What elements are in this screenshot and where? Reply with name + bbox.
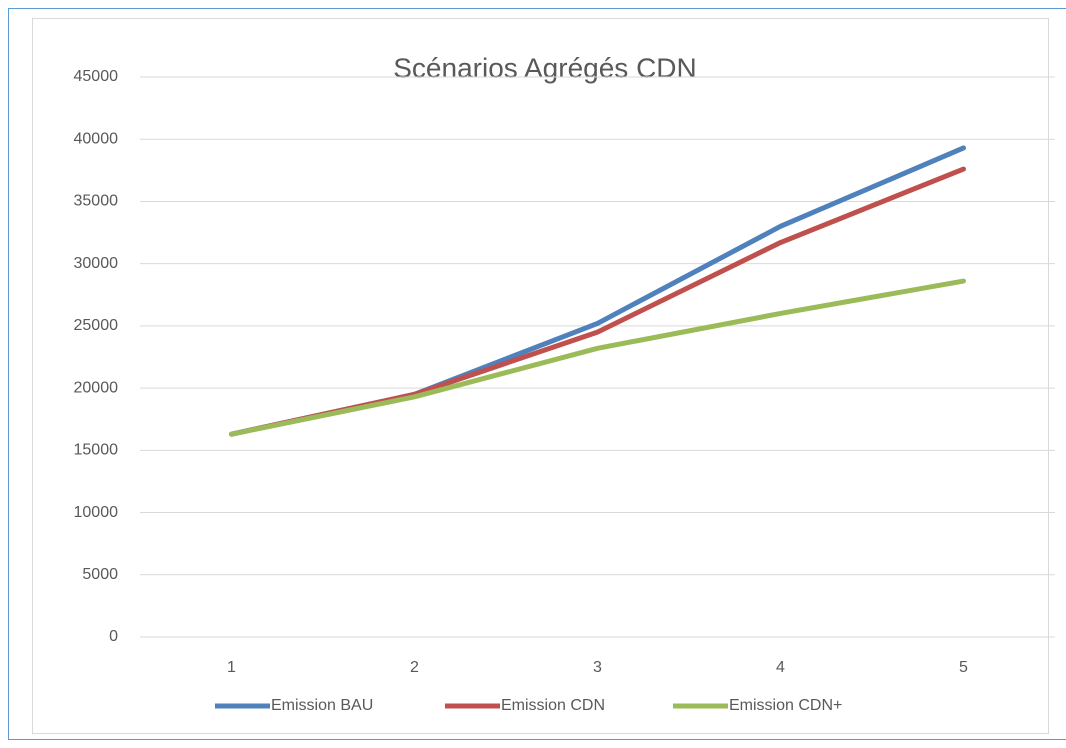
- chart-frame: [32, 18, 1049, 734]
- x-tick-label: 4: [776, 659, 785, 676]
- y-tick-label: 45000: [74, 68, 119, 85]
- x-tick-label: 2: [410, 659, 419, 676]
- x-tick-label: 3: [593, 659, 602, 676]
- outer-frame: [8, 8, 1066, 740]
- y-tick-label: 25000: [74, 317, 119, 334]
- legend-label: Emission BAU: [271, 697, 373, 714]
- y-tick-label: 20000: [74, 379, 119, 396]
- line-series: [229, 278, 966, 437]
- y-tick-label: 15000: [74, 442, 119, 459]
- x-tick-label: 5: [959, 659, 968, 676]
- y-tick-label: 0: [109, 628, 118, 645]
- legend-label: Emission CDN+: [729, 697, 842, 714]
- legend-label: Emission CDN: [501, 697, 605, 714]
- y-tick-label: 40000: [74, 130, 119, 147]
- chart-title: Scénarios Agrégés CDN: [393, 52, 696, 83]
- x-tick-label: 1: [227, 659, 236, 676]
- y-tick-label: 5000: [82, 566, 118, 583]
- y-tick-label: 10000: [74, 504, 119, 521]
- y-tick-label: 35000: [74, 193, 119, 210]
- y-tick-label: 30000: [74, 255, 119, 272]
